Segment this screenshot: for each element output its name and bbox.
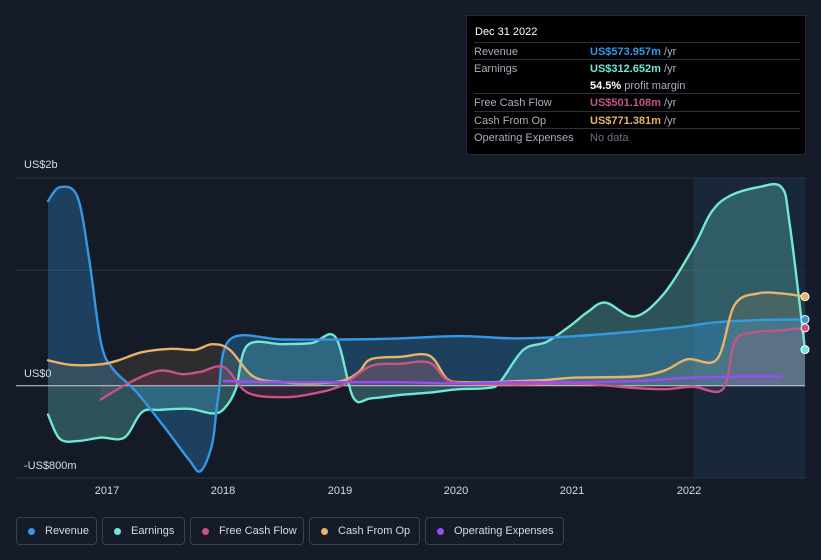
legend-label: Operating Expenses bbox=[454, 525, 554, 537]
series-endpoint-revenue bbox=[800, 314, 810, 324]
tooltip-label: Operating Expenses bbox=[474, 132, 574, 144]
x-tick-label: 2017 bbox=[94, 485, 120, 497]
tooltip-value: US$312.652m bbox=[590, 63, 661, 75]
y-axis-label-bottom: -US$800m bbox=[24, 460, 77, 472]
y-axis-label-top: US$2b bbox=[24, 159, 58, 171]
legend-dot bbox=[202, 527, 209, 535]
legend-revenue[interactable]: Revenue bbox=[16, 517, 97, 545]
legend-operating-expenses[interactable]: Operating Expenses bbox=[425, 517, 564, 545]
legend-dot bbox=[114, 527, 121, 535]
tooltip-row-opex: Operating Expenses No data bbox=[474, 128, 800, 146]
tooltip-unit: /yr bbox=[664, 46, 677, 58]
tooltip-unit: /yr bbox=[664, 97, 677, 109]
legend-label: Revenue bbox=[45, 525, 90, 537]
series-line-free-cash-flow bbox=[99, 326, 807, 401]
tooltip-label: Revenue bbox=[474, 46, 519, 58]
tooltip-row-cfo: Cash From Op US$771.381m /yr bbox=[474, 111, 800, 129]
x-tick-label: 2022 bbox=[676, 485, 702, 497]
legend-earnings[interactable]: Earnings bbox=[102, 517, 185, 545]
data-tooltip: Dec 31 2022 Revenue US$573.957m /yr Earn… bbox=[466, 15, 806, 155]
legend-dot bbox=[437, 527, 444, 535]
tooltip-label: Cash From Op bbox=[474, 115, 547, 127]
x-tick-label: 2021 bbox=[559, 485, 585, 497]
series-line-earnings bbox=[46, 182, 807, 443]
tooltip-label: Earnings bbox=[474, 63, 518, 75]
tooltip-row-fcf: Free Cash Flow US$501.108m /yr bbox=[474, 93, 800, 111]
tooltip-value: No data bbox=[590, 132, 629, 144]
series-line-revenue bbox=[46, 185, 807, 473]
legend-cash-from-op[interactable]: Cash From Op bbox=[309, 517, 420, 545]
legend-dot bbox=[321, 527, 328, 535]
tooltip-unit: /yr bbox=[664, 115, 677, 127]
tooltip-value: US$573.957m bbox=[590, 46, 661, 58]
series-line-operating-expenses bbox=[222, 375, 783, 385]
tooltip-unit: /yr bbox=[664, 63, 677, 75]
legend-free-cash-flow[interactable]: Free Cash Flow bbox=[190, 517, 304, 545]
series-endpoint-cash-from-op bbox=[800, 292, 810, 302]
tooltip-row-revenue: Revenue US$573.957m /yr bbox=[474, 42, 800, 60]
legend-dot bbox=[28, 527, 35, 535]
tooltip-row-earnings: Earnings US$312.652m /yr bbox=[474, 59, 800, 77]
series-line-cash-from-op bbox=[46, 291, 807, 385]
tooltip-date: Dec 31 2022 bbox=[475, 26, 538, 38]
series-endpoint-free-cash-flow bbox=[800, 323, 810, 333]
y-axis-label-zero: US$0 bbox=[24, 368, 52, 380]
x-tick-label: 2020 bbox=[443, 485, 469, 497]
tooltip-label: Free Cash Flow bbox=[474, 97, 552, 109]
series-area-free-cash-flow bbox=[100, 327, 806, 400]
highlight-band bbox=[693, 178, 805, 478]
tooltip-value: US$771.381m bbox=[590, 115, 661, 127]
series-area-cash-from-op bbox=[48, 292, 805, 386]
tooltip-value: US$501.108m bbox=[590, 97, 661, 109]
legend-label: Cash From Op bbox=[338, 525, 411, 537]
legend-label: Earnings bbox=[131, 525, 175, 537]
tooltip-row-margin: 54.5% profit margin bbox=[474, 76, 800, 94]
x-tick-label: 2018 bbox=[210, 485, 236, 497]
legend-label: Free Cash Flow bbox=[219, 525, 297, 537]
series-area-operating-expenses bbox=[224, 376, 782, 386]
tooltip-unit: profit margin bbox=[624, 80, 686, 92]
series-endpoint-earnings bbox=[800, 345, 810, 355]
x-tick-label: 2019 bbox=[327, 485, 353, 497]
tooltip-value: 54.5% bbox=[590, 80, 622, 92]
